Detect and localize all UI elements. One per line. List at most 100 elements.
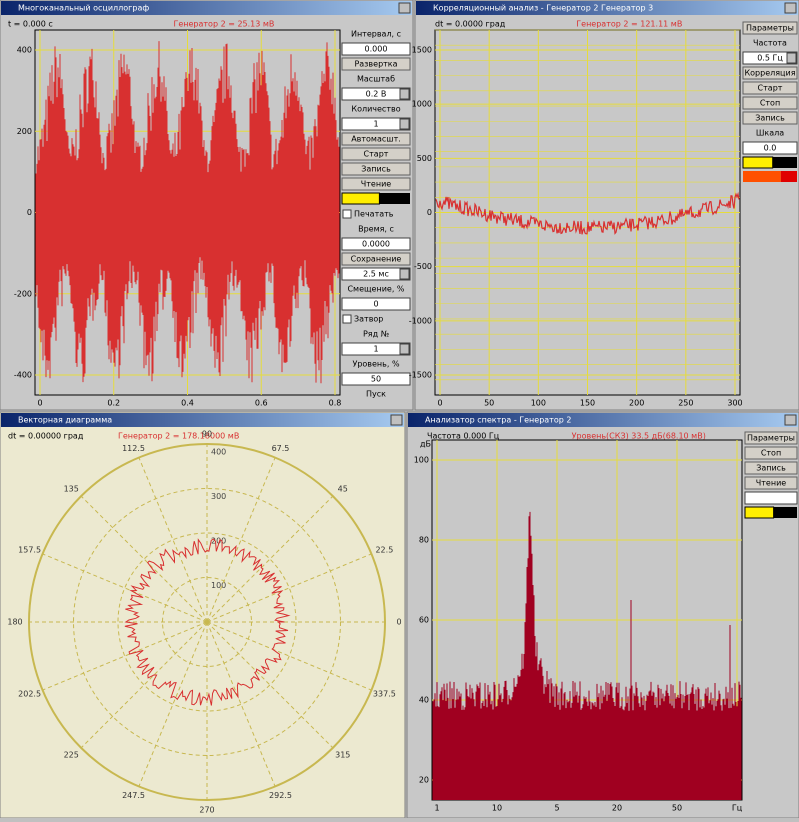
angle-label: 202.5 [18, 689, 41, 698]
x-tick-label: Гц [732, 804, 743, 813]
close-button[interactable] [784, 414, 797, 426]
text-input[interactable] [744, 491, 798, 505]
button-text: Старт [758, 84, 783, 93]
color-swatch [773, 507, 797, 518]
button-text: Запись [756, 464, 786, 473]
dropdown-arrow [399, 118, 410, 130]
select-text: 0.2 В [366, 90, 387, 99]
dropdown[interactable] [742, 51, 798, 65]
header-right: Генератор 2 = 25.13 мВ [173, 20, 274, 29]
polar-signal [124, 538, 291, 706]
check-text: Печатать [354, 210, 394, 219]
text-input[interactable] [341, 372, 411, 386]
label-text: Уровень, % [352, 360, 400, 369]
button-text: Параметры [746, 24, 794, 33]
input-text: 0 [373, 300, 378, 309]
header-right: Уровень(СКЗ) 33.5 дБ(68.10 мВ) [572, 432, 706, 441]
button[interactable] [742, 96, 798, 110]
close-button[interactable] [784, 2, 797, 14]
y-tick-label: 200 [17, 127, 32, 136]
dropdown[interactable] [341, 267, 411, 281]
y-tick-label: 80 [419, 536, 429, 545]
angle-label: 180 [7, 618, 22, 627]
title-bar [408, 413, 798, 427]
close-button[interactable] [398, 2, 411, 14]
button[interactable] [341, 162, 411, 176]
text-input[interactable] [341, 237, 411, 251]
button-text: Развертка [354, 60, 397, 69]
color-swatch [379, 193, 410, 204]
angle-label: 225 [64, 750, 79, 759]
x-tick-label: 0.8 [329, 399, 342, 408]
x-tick-label: 5 [554, 804, 559, 813]
angle-label: 270 [199, 806, 214, 815]
y-tick-label: 1000 [412, 100, 432, 109]
button[interactable] [341, 252, 411, 266]
color-swatch [772, 157, 797, 168]
button-text: Параметры [747, 434, 795, 443]
dropdown[interactable] [341, 117, 411, 131]
title-bar [1, 413, 404, 427]
button[interactable] [341, 57, 411, 71]
close-button[interactable] [390, 414, 403, 426]
y-tick-label: -500 [414, 262, 432, 271]
y-tick-label: 60 [419, 616, 429, 625]
x-tick-label: 300 [727, 399, 742, 408]
button[interactable] [744, 431, 798, 445]
button[interactable] [742, 81, 798, 95]
header-left: dt = 0.00000 град [8, 432, 84, 441]
angle-label: 315 [335, 750, 350, 759]
radius-label: 300 [211, 492, 226, 501]
button[interactable] [341, 177, 411, 191]
label-text: Смещение, % [347, 285, 404, 294]
label-text: Интервал, с [351, 30, 401, 39]
polar-spoke [42, 553, 208, 623]
button[interactable] [744, 461, 798, 475]
button[interactable] [744, 446, 798, 460]
window-title: Векторная диаграмма [18, 416, 112, 425]
polar-ring [117, 532, 297, 712]
label-text: Количество [351, 105, 400, 114]
polar-spoke [206, 621, 276, 787]
button[interactable] [742, 66, 798, 80]
button[interactable] [742, 21, 798, 35]
radius-label: 200 [211, 537, 226, 546]
dropdown-arrow [786, 52, 797, 64]
x-tick-label: 0.4 [181, 399, 194, 408]
header-left: Частота 0.000 Гц [427, 432, 500, 441]
x-tick-label: 20 [612, 804, 622, 813]
angle-label: 135 [64, 485, 79, 494]
button-text: Сохранение [351, 255, 402, 264]
label-text: Время, с [358, 225, 394, 234]
button[interactable] [742, 111, 798, 125]
angle-label: 67.5 [272, 444, 290, 453]
button-text: Запись [755, 114, 785, 123]
button[interactable] [341, 147, 411, 161]
window-title: Корреляционный анализ - Генератор 2 Гене… [433, 4, 653, 13]
text-input[interactable] [742, 141, 798, 155]
input-text: 0.0000 [362, 240, 390, 249]
button[interactable] [744, 476, 798, 490]
y-tick-label: 0 [27, 208, 32, 217]
select-text: 0.5 Гц [757, 54, 783, 63]
text-input[interactable] [341, 42, 411, 56]
dropdown[interactable] [341, 342, 411, 356]
checkbox[interactable] [342, 209, 352, 219]
button-text: Стоп [761, 449, 781, 458]
x-tick-label: 50 [484, 399, 494, 408]
x-tick-label: 10 [492, 804, 502, 813]
x-tick-label: 1 [434, 804, 439, 813]
y-tick-label: -1500 [409, 371, 432, 380]
input-text: 0.000 [365, 45, 388, 54]
checkbox[interactable] [342, 314, 352, 324]
button-text: Старт [364, 150, 389, 159]
dropdown[interactable] [341, 87, 411, 101]
title-bar [1, 1, 412, 15]
button[interactable] [341, 132, 411, 146]
text-input[interactable] [341, 297, 411, 311]
button-text: Автомасшт. [351, 135, 401, 144]
y-tick-label: -1000 [409, 316, 432, 325]
button-text: Стоп [760, 99, 780, 108]
